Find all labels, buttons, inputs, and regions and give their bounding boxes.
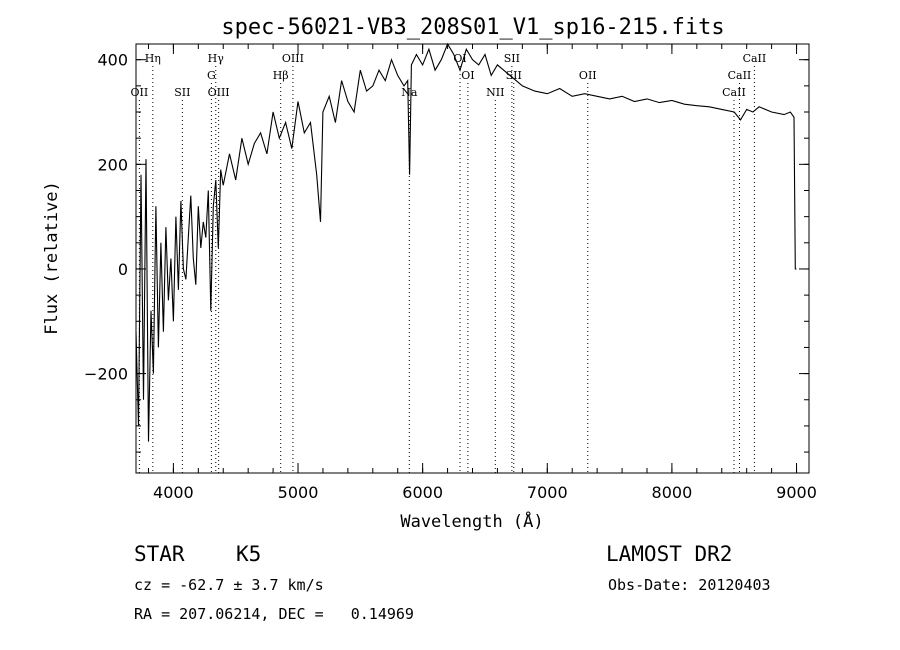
x-axis-label: Wavelength (Å) [400, 510, 543, 532]
x-tick-label: 8000 [652, 483, 693, 502]
class-label: STAR [134, 542, 185, 566]
line-marker-label: NII [486, 86, 504, 99]
coords-text: RA = 207.06214, DEC = 0.14969 [134, 605, 414, 623]
line-marker-label: OIII [208, 86, 230, 99]
line-marker-label: SII [506, 69, 522, 82]
obs-date-text: Obs-Date: 20120403 [608, 576, 771, 594]
chart-title: spec-56021-VB3_208S01_V1_sp16-215.fits [221, 15, 724, 40]
line-marker-label: Hη [145, 52, 161, 65]
line-marker-label: OII [131, 86, 149, 99]
line-marker-label: Na [401, 86, 418, 99]
line-marker-label: OI [461, 69, 474, 82]
subclass-label: K5 [236, 542, 262, 566]
y-tick-label: 200 [97, 155, 128, 174]
y-axis-label: Flux (relative) [42, 181, 62, 335]
x-tick-label: 5000 [278, 483, 319, 502]
line-marker-label: SII [174, 86, 190, 99]
plot-frame [135, 43, 810, 474]
line-marker-label: CaII [728, 69, 752, 82]
x-tick-label: 7000 [527, 483, 568, 502]
line-marker-label: G [207, 69, 216, 82]
x-tick-label: 4000 [153, 483, 194, 502]
line-marker-label: Hβ [273, 69, 289, 82]
line-marker-label: Hγ [208, 52, 225, 65]
spectrum-line [135, 42, 797, 442]
x-tick-label: 9000 [776, 483, 817, 502]
line-marker-label: CaII [722, 86, 746, 99]
y-tick-label: 0 [118, 260, 128, 279]
x-tick-label: 6000 [402, 483, 443, 502]
survey-label: LAMOST DR2 [606, 542, 733, 566]
line-marker-label: CaII [743, 52, 767, 65]
line-marker-label: OII [579, 69, 597, 82]
line-marker-label: SII [504, 52, 520, 65]
y-tick-label: 400 [97, 51, 128, 70]
x-axis: 4000 5000 6000 7000 8000 9000 [147, 44, 817, 502]
line-marker-label: OIII [282, 52, 304, 65]
y-tick-label: −200 [84, 365, 128, 384]
redshift-text: cz = -62.7 ± 3.7 km/s [134, 576, 324, 594]
